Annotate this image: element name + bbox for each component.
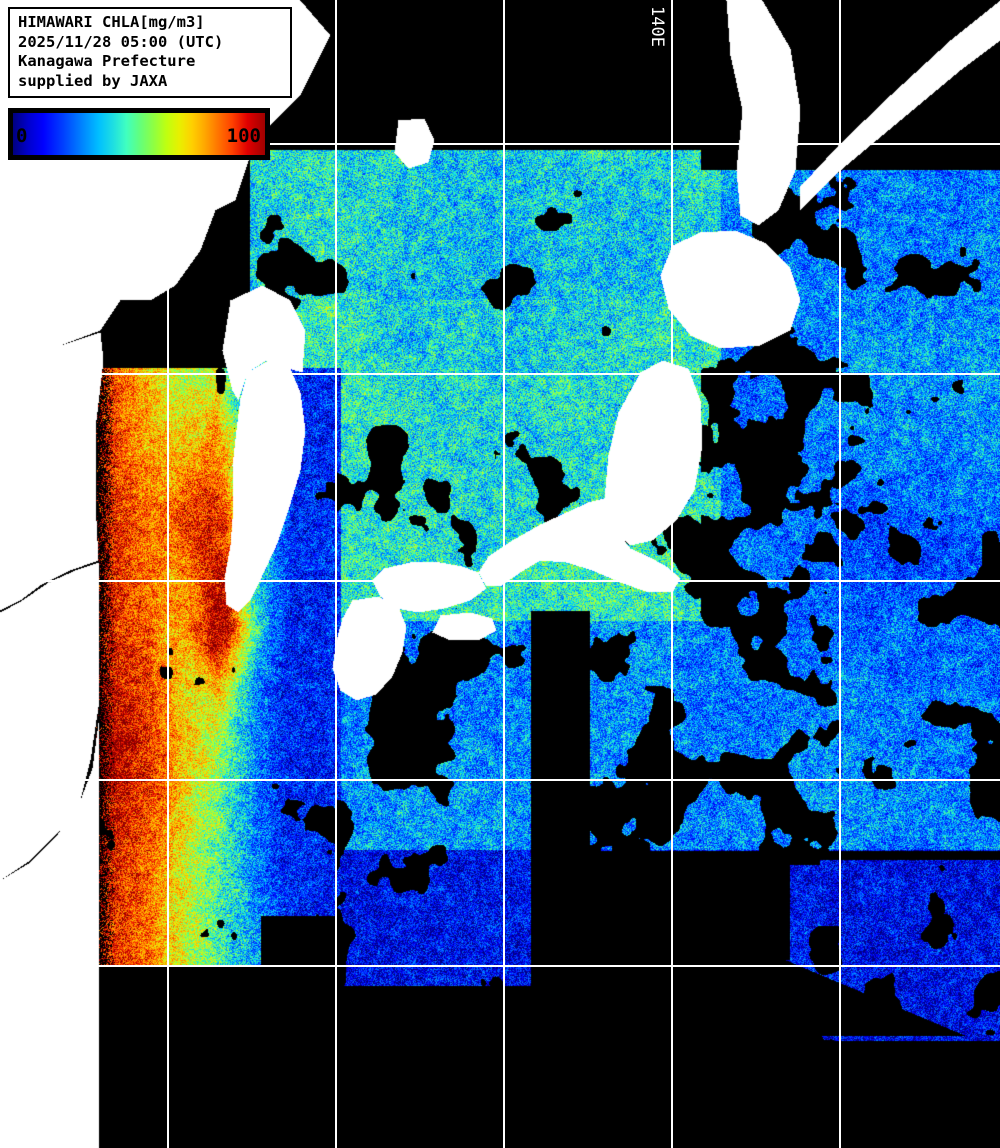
colorbar-min-label: 0 [16, 125, 28, 147]
latitude-label: 40N [0, 352, 27, 372]
legend-info-box: HIMAWARI CHLA[mg/m3] 2025/11/28 05:00 (U… [8, 7, 292, 99]
colorbar-gradient [13, 113, 265, 155]
longitude-label: 140E [647, 6, 667, 47]
colorbar-max-label: 100 [226, 125, 261, 147]
region-name: Kanagawa Prefecture [18, 52, 196, 71]
colorbar: 0 100 [8, 108, 270, 160]
observation-datetime: 2025/11/28 05:00 (UTC) [18, 32, 224, 51]
product-title: HIMAWARI CHLA[mg/m3] [18, 13, 205, 31]
data-source: supplied by JAXA [18, 71, 168, 90]
